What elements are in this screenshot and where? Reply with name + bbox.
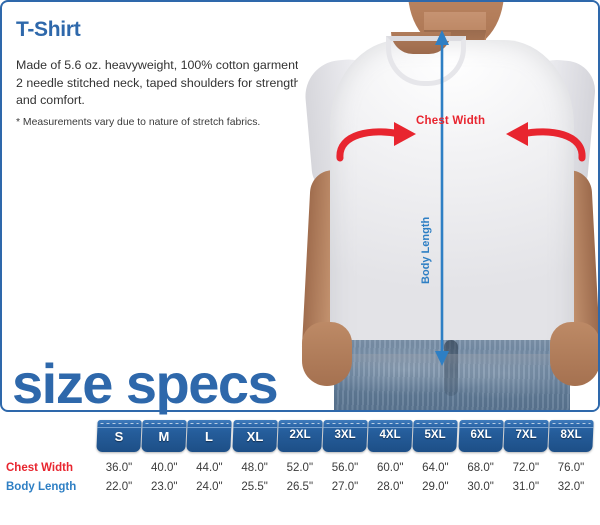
page-title: T-Shirt xyxy=(16,18,81,41)
size-tab-l[interactable]: L xyxy=(186,420,233,452)
model-hand-left xyxy=(302,322,352,386)
value-chest-width-m: 40.0" xyxy=(150,462,178,474)
size-tab-s[interactable]: S xyxy=(96,420,142,452)
value-body-length-xl: 25.5" xyxy=(241,481,268,493)
value-chest-width-4xl: 60.0" xyxy=(376,462,404,474)
size-tab-label: 4XL xyxy=(379,429,401,441)
size-tab-m[interactable]: M xyxy=(141,420,187,452)
size-tab-7xl[interactable]: 7XL xyxy=(503,420,549,452)
value-body-length-4xl: 28.0" xyxy=(376,481,404,493)
chest-width-label: Chest Width xyxy=(416,115,486,127)
size-specs-headline: size specs xyxy=(12,352,279,415)
size-tab-4xl[interactable]: 4XL xyxy=(367,420,413,452)
measurement-disclaimer: * Measurements vary due to nature of str… xyxy=(16,117,261,128)
value-chest-width-3xl: 56.0" xyxy=(331,462,359,474)
tshirt-body xyxy=(330,40,574,370)
shirt-hem-shadow xyxy=(330,354,574,370)
tab-stitching xyxy=(458,420,504,428)
value-chest-width-xl: 48.0" xyxy=(241,462,268,474)
tab-stitching xyxy=(232,420,278,428)
size-tab-6xl[interactable]: 6XL xyxy=(457,420,504,452)
size-tab-row: S M L XL 2XL 3XL 4XL 5XL 6XL 7XL 8XL xyxy=(0,420,600,454)
value-body-length-6xl: 30.0" xyxy=(467,481,494,493)
value-chest-width-8xl: 76.0" xyxy=(557,462,585,474)
size-tab-label: M xyxy=(158,429,170,444)
value-body-length-5xl: 29.0" xyxy=(422,481,449,493)
tab-stitching xyxy=(549,420,594,428)
value-chest-width-6xl: 68.0" xyxy=(467,462,494,474)
size-tab-label: 3XL xyxy=(334,429,356,441)
chest-width-arrow-right xyxy=(506,122,586,162)
size-tab-2xl[interactable]: 2XL xyxy=(277,420,323,452)
value-chest-width-2xl: 52.0" xyxy=(286,462,314,474)
size-tab-label: L xyxy=(205,429,214,444)
tab-stitching xyxy=(278,420,323,428)
row-label-chest-width: Chest Width xyxy=(6,462,73,474)
value-body-length-7xl: 31.0" xyxy=(512,481,540,493)
tab-stitching xyxy=(413,420,459,428)
tab-stitching xyxy=(368,420,413,428)
tab-stitching xyxy=(504,420,549,428)
value-body-length-3xl: 27.0" xyxy=(331,481,359,493)
tab-stitching xyxy=(142,420,187,428)
body-length-arrow xyxy=(435,30,449,366)
row-label-body-length: Body Length xyxy=(6,481,77,493)
size-tab-3xl[interactable]: 3XL xyxy=(322,420,368,452)
value-chest-width-7xl: 72.0" xyxy=(512,462,540,474)
tab-stitching xyxy=(97,420,142,428)
size-tab-label: 8XL xyxy=(560,429,582,441)
model-photo xyxy=(298,2,598,410)
tab-stitching xyxy=(187,420,233,428)
value-body-length-2xl: 26.5" xyxy=(286,481,314,493)
spec-card: T-Shirt Made of 5.6 oz. heavyweight, 100… xyxy=(0,0,600,412)
value-body-length-l: 24.0" xyxy=(196,481,223,493)
product-description: Made of 5.6 oz. heavyweight, 100% cotton… xyxy=(16,58,302,108)
value-chest-width-s: 36.0" xyxy=(105,462,133,474)
size-tab-8xl[interactable]: 8XL xyxy=(548,420,594,452)
value-body-length-m: 23.0" xyxy=(150,481,178,493)
size-tab-label: XL xyxy=(246,429,263,444)
value-chest-width-5xl: 64.0" xyxy=(422,462,449,474)
chest-width-arrow-left xyxy=(336,122,416,162)
size-tab-xl[interactable]: XL xyxy=(231,420,278,452)
value-chest-width-l: 44.0" xyxy=(196,462,223,474)
size-tab-label: 6XL xyxy=(470,429,492,441)
model-hand-right xyxy=(550,322,598,386)
body-length-label: Body Length xyxy=(420,216,432,284)
value-body-length-s: 22.0" xyxy=(105,481,133,493)
value-body-length-8xl: 32.0" xyxy=(557,481,585,493)
size-tab-label: 5XL xyxy=(424,429,446,441)
size-tab-label: 2XL xyxy=(289,429,311,441)
shirt-collar xyxy=(386,36,466,86)
size-tab-label: S xyxy=(114,429,124,444)
size-tab-5xl[interactable]: 5XL xyxy=(412,420,459,452)
size-tab-label: 7XL xyxy=(515,429,537,441)
tab-stitching xyxy=(323,420,368,428)
